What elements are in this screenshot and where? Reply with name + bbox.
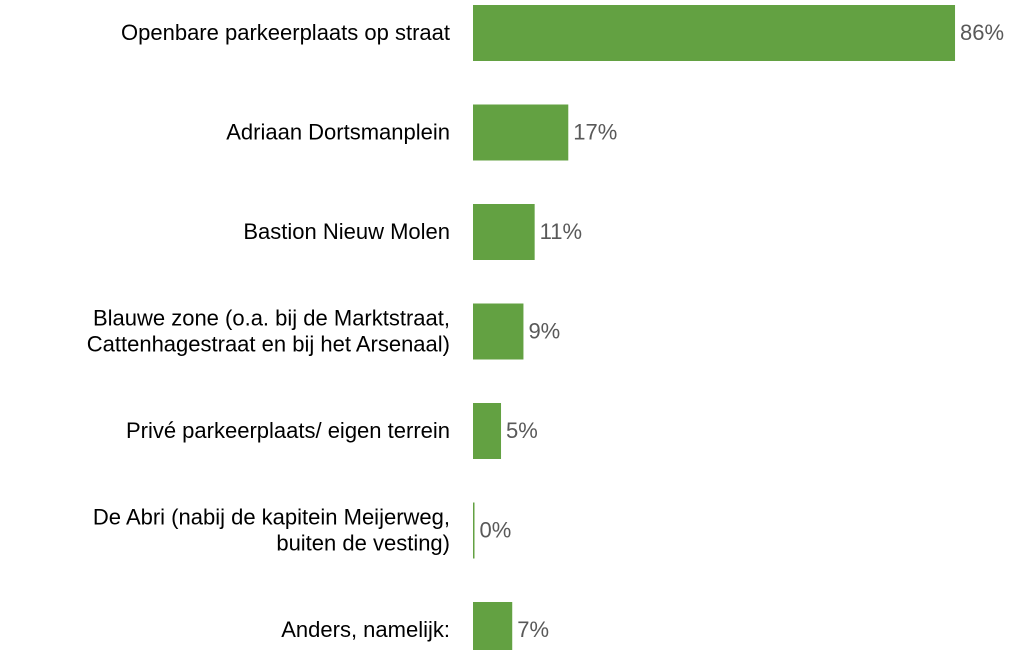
category-line: Bastion Nieuw Molen [243, 219, 450, 244]
category-line: Openbare parkeerplaats op straat [121, 20, 450, 45]
category-line: Privé parkeerplaats/ eigen terrein [126, 418, 450, 443]
category-line: Adriaan Dortsmanplein [226, 119, 450, 144]
category-label: Anders, namelijk: [281, 617, 450, 642]
bar [473, 403, 502, 459]
bar [473, 204, 535, 260]
bar [473, 602, 513, 655]
bar [473, 5, 956, 61]
value-label: 86% [960, 20, 1004, 45]
value-label: 9% [528, 318, 560, 343]
category-line: Blauwe zone (o.a. bij de Marktstraat, [93, 305, 450, 330]
category-line: Cattenhagestraat en bij het Arsenaal) [87, 331, 450, 356]
category-line: Anders, namelijk: [281, 617, 450, 642]
category-label: De Abri (nabij de kapitein Meijerweg, bui… [93, 504, 450, 555]
value-label: 5% [506, 418, 538, 443]
bar [473, 303, 524, 360]
category-line: De Abri (nabij de kapitein Meijerweg, [93, 504, 450, 529]
bar [473, 104, 569, 161]
category-label: Blauwe zone (o.a. bij de Marktstraat, Cat… [87, 305, 450, 356]
category-line: buiten de vesting) [276, 530, 450, 555]
category-label: Bastion Nieuw Molen [243, 219, 450, 244]
category-label: Adriaan Dortsmanplein [226, 119, 450, 144]
value-label: 7% [517, 617, 549, 642]
category-label: Privé parkeerplaats/ eigen terrein [126, 418, 450, 443]
value-label: 17% [573, 119, 617, 144]
bar [473, 502, 475, 559]
value-label: 0% [480, 517, 512, 542]
value-label: 11% [540, 219, 582, 244]
category-label: Openbare parkeerplaats op straat [121, 20, 450, 45]
